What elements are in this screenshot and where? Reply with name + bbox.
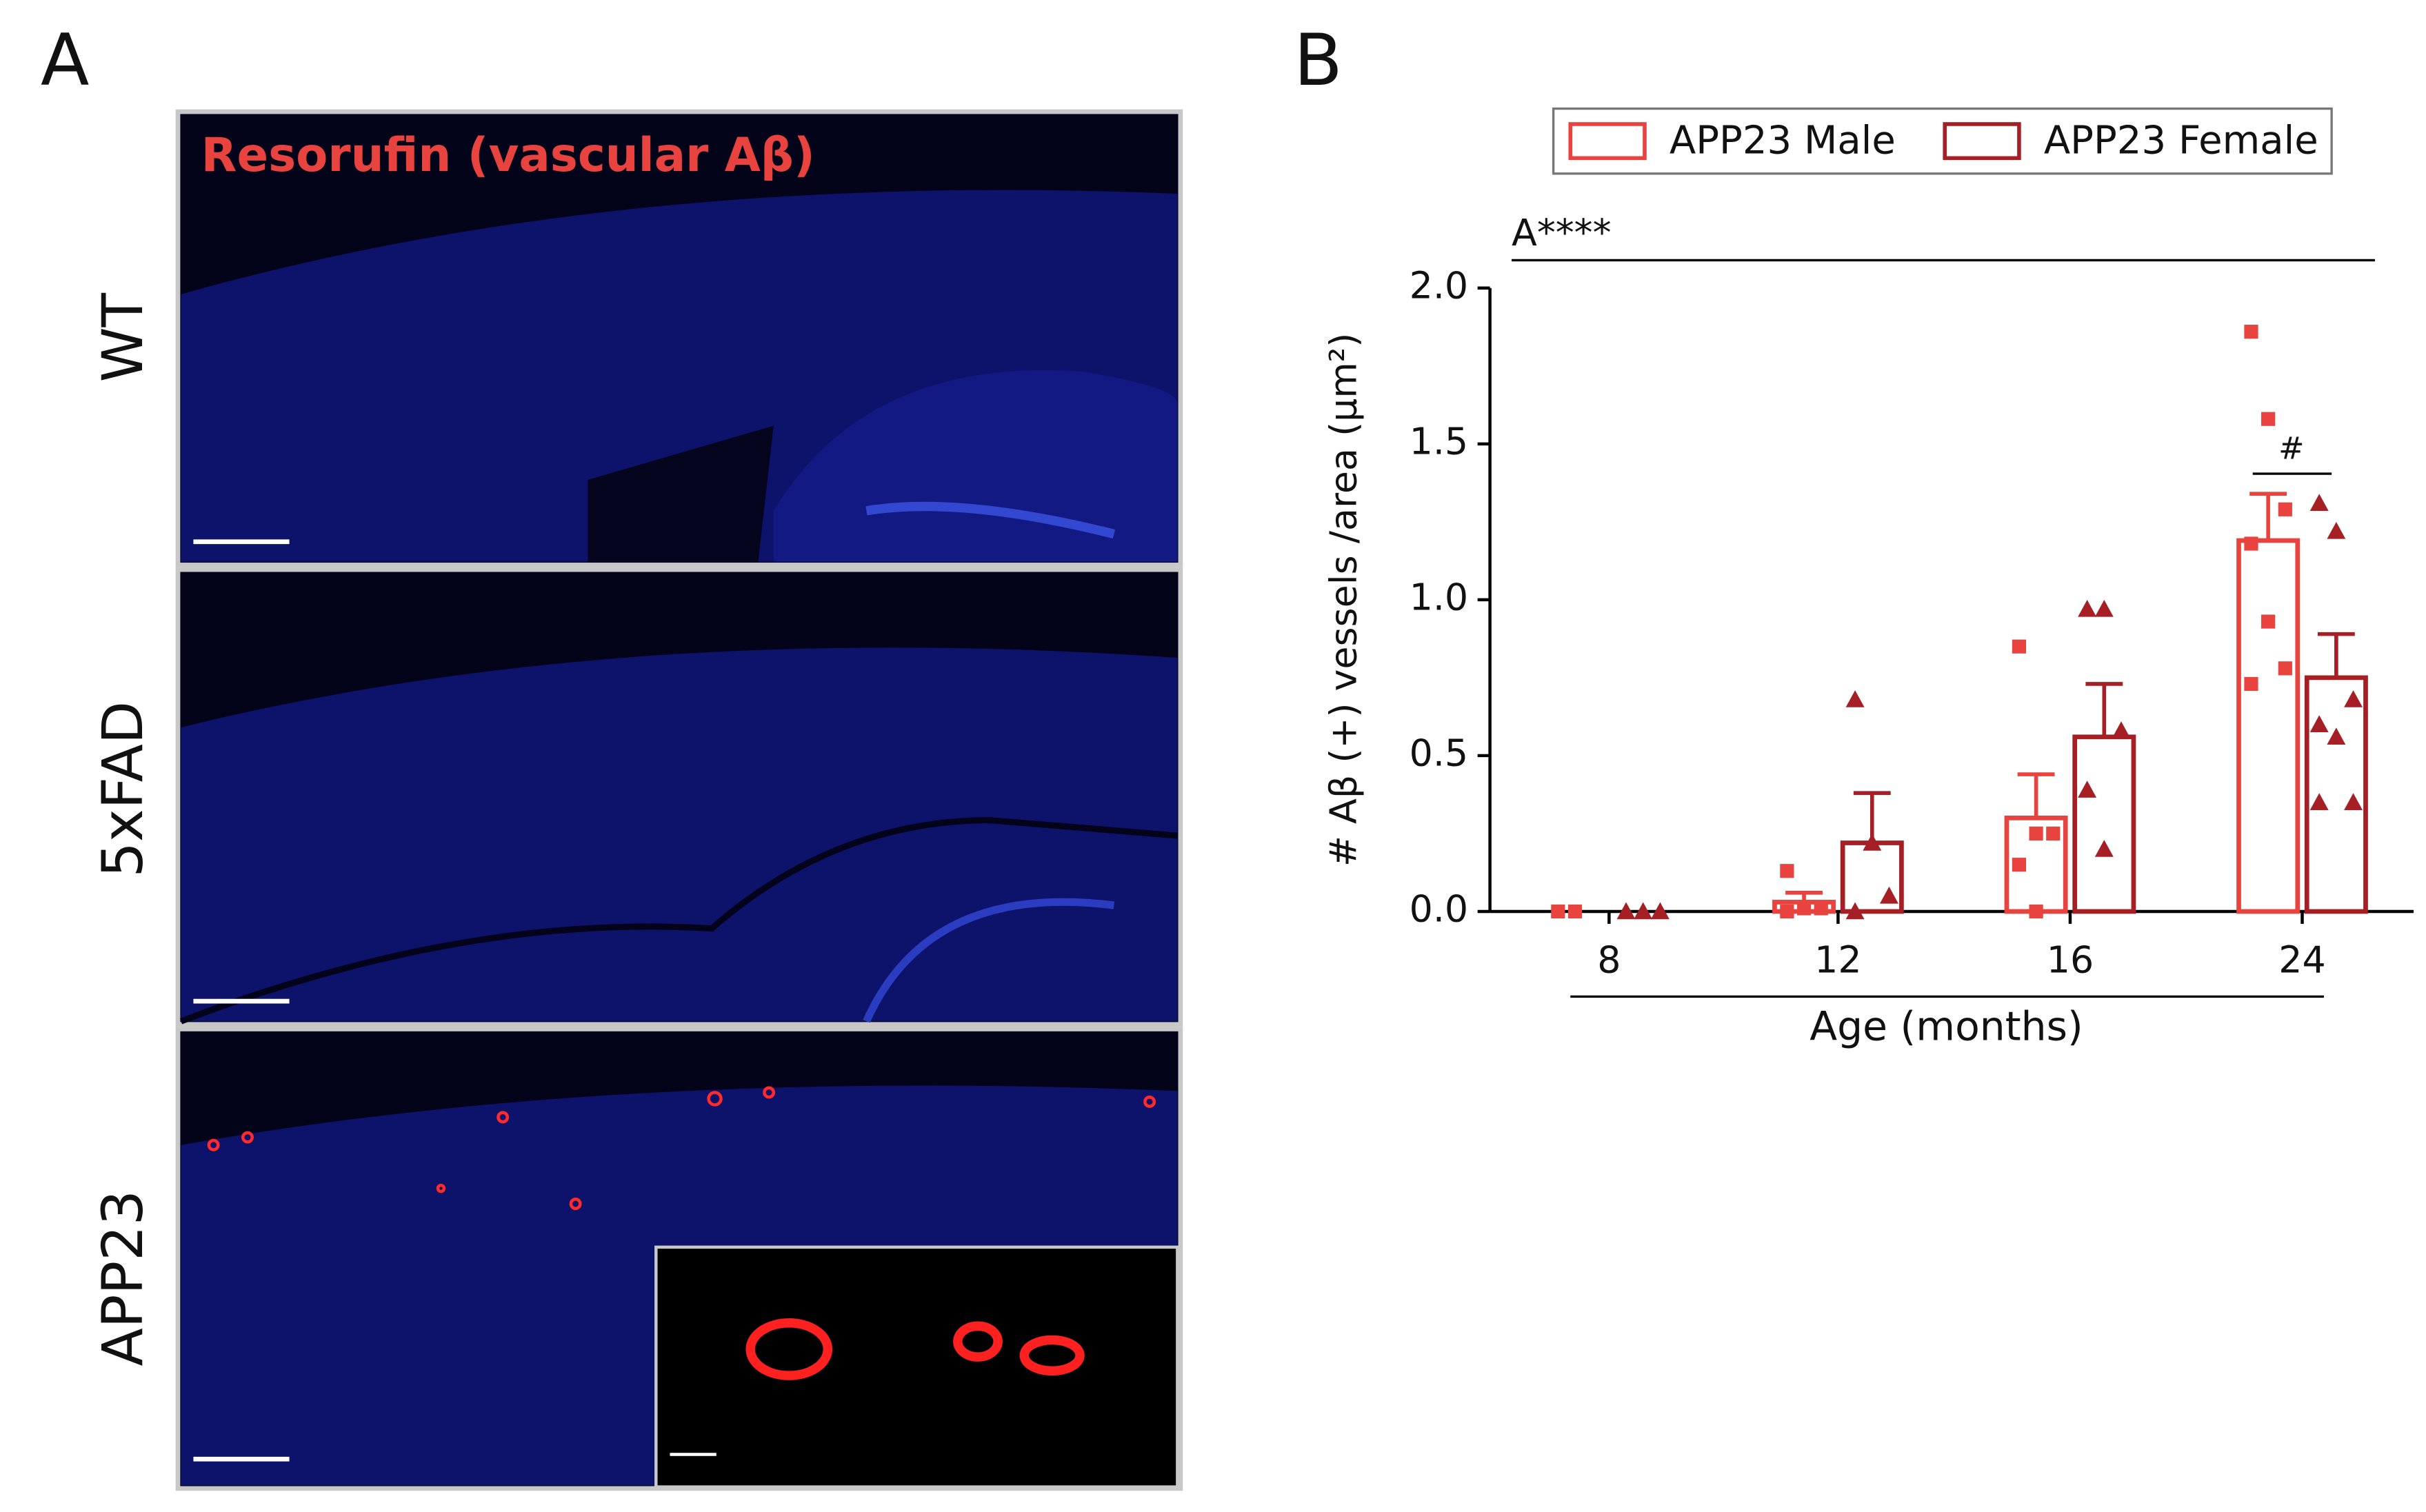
bar — [2072, 734, 2136, 914]
data-point — [2012, 858, 2027, 872]
data-point — [1616, 902, 1636, 920]
bar — [2236, 538, 2300, 914]
micrograph — [175, 1027, 1183, 1491]
data-point — [2029, 904, 2043, 919]
stain-label: Resorufin (vascular Aβ) — [201, 128, 815, 182]
legend-swatch — [1943, 122, 2021, 161]
data-point — [1650, 902, 1670, 920]
x-tick-label: 8 — [1597, 938, 1621, 982]
data-point — [2112, 721, 2131, 738]
x-tick-label: 24 — [2278, 938, 2326, 982]
data-point — [2029, 826, 2043, 841]
data-point — [2278, 661, 2292, 676]
data-point — [2327, 521, 2346, 539]
data-point — [2244, 325, 2258, 339]
data-point — [1780, 864, 1794, 878]
data-point — [1567, 904, 1583, 919]
y-tick-label: 1.0 — [1410, 576, 1469, 619]
legend-swatch — [1568, 122, 1647, 161]
y-axis-label: # Aβ (+) vessels /area (μm²) — [1322, 333, 1365, 867]
panel-label: A — [41, 19, 90, 102]
error-bar — [2317, 632, 2355, 678]
micrograph — [175, 109, 1183, 567]
legend-box — [1552, 107, 2333, 175]
data-point — [2046, 826, 2061, 841]
data-point — [2078, 780, 2097, 798]
error-bar — [2085, 682, 2123, 737]
data-point — [2094, 840, 2114, 857]
data-point — [2012, 639, 2027, 654]
data-point — [2327, 727, 2346, 745]
data-point — [1551, 904, 1565, 919]
data-point — [1845, 902, 1865, 920]
data-point — [2344, 690, 2363, 707]
y-tick-label: 1.5 — [1410, 419, 1469, 463]
data-point — [1880, 886, 1898, 904]
y-tick-label: 2.0 — [1410, 263, 1469, 307]
data-point — [1780, 904, 1794, 919]
bar — [2304, 675, 2368, 914]
data-point — [2244, 536, 2258, 551]
data-point — [2309, 715, 2329, 732]
data-point — [1634, 902, 1653, 920]
error-bar — [2249, 492, 2287, 541]
data-point — [2094, 599, 2114, 617]
data-point — [2244, 676, 2258, 692]
significance-label: # — [2278, 430, 2305, 466]
data-point — [2261, 412, 2276, 426]
data-point — [2309, 494, 2329, 511]
micrograph — [175, 567, 1183, 1027]
error-bar — [1785, 891, 1823, 903]
panel-label: B — [1294, 19, 1343, 102]
row-label: WT — [91, 292, 156, 382]
y-tick-label: 0.5 — [1410, 732, 1469, 775]
x-axis-label: Age (months) — [1810, 1003, 2083, 1050]
row-label: APP23 — [91, 1190, 156, 1366]
significance-label: A**** — [1512, 211, 1611, 254]
data-point — [2344, 793, 2363, 810]
y-tick-label: 0.0 — [1410, 887, 1469, 931]
row-label: 5xFAD — [91, 701, 156, 878]
data-point — [1845, 690, 1865, 707]
x-tick-label: 12 — [1814, 938, 1862, 982]
data-point — [1796, 901, 1812, 916]
data-point — [1814, 901, 1828, 916]
data-point — [2309, 793, 2329, 810]
bar-chart: 0.0 0.5 1.0 1.5 2.0 # Aβ (+) vessels /area (μ… — [1322, 107, 2414, 1050]
data-point — [2261, 614, 2276, 629]
data-point — [1863, 834, 1882, 851]
legend-label: APP23 Male — [1670, 119, 1896, 163]
data-point — [2278, 502, 2292, 516]
error-bar — [2017, 772, 2055, 818]
data-point — [2078, 599, 2097, 617]
x-tick-label: 16 — [2047, 938, 2094, 982]
legend-label: APP23 Female — [2044, 119, 2318, 163]
